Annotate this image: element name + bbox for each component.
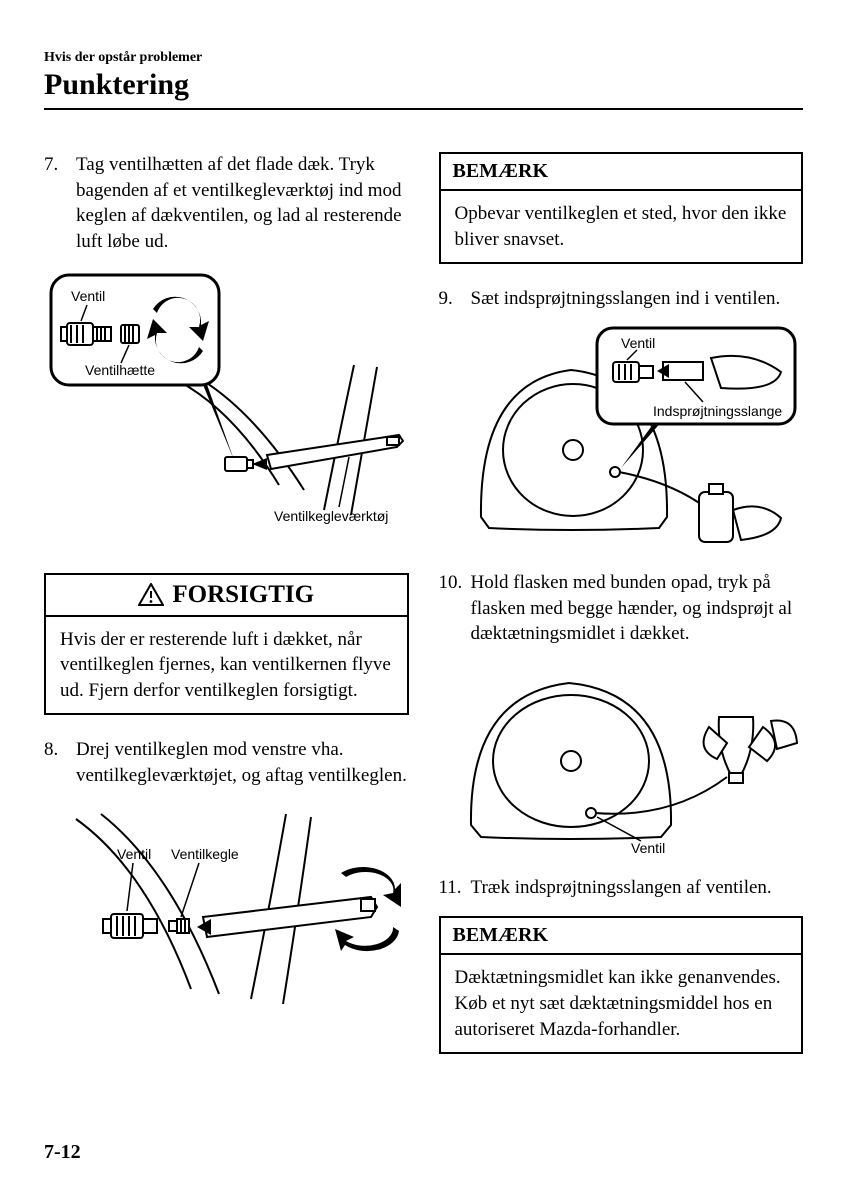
right-column: BEMÆRK Opbevar ventilkeglen et sted, hvo… [439,152,804,1076]
step-number: 9. [439,286,471,312]
header-rule [44,108,803,110]
step-number: 11. [439,875,471,901]
step-10: 10. Hold flasken med bunden opad, tryk p… [439,570,804,647]
step-text: Tag ventilhætten af det flade dæk. Tryk … [76,152,409,255]
note-title: BEMÆRK [441,918,802,955]
step-11: 11. Træk indsprøjtningsslangen af ventil… [439,875,804,901]
caution-body: Hvis der er resterende luft i dækket, nå… [46,617,407,714]
step-text: Drej ventilkeglen mod venstre vha. venti… [76,737,409,788]
label-hose: Indsprøjtningsslange [653,403,782,419]
section-title: Punktering [44,68,803,102]
label-ventilhaette: Ventilhætte [85,362,155,378]
label-tool: Ventilkegleværktøj [274,508,388,524]
step-number: 8. [44,737,76,788]
note-box-1: BEMÆRK Opbevar ventilkeglen et sted, hvo… [439,152,804,264]
step-text: Sæt indsprøjtningsslangen ind i ventilen… [471,286,804,312]
content-columns: 7. Tag ventilhætten af det flade dæk. Tr… [44,152,803,1076]
chapter-title: Hvis der opstår problemer [44,50,803,66]
warning-triangle-icon [138,583,164,606]
step-number: 7. [44,152,76,255]
figure-valve-cap: Ventil Ventilhætte Ventilkegleværktøj [44,265,409,555]
note-title: BEMÆRK [441,154,802,191]
step-9: 9. Sæt indsprøjtningsslangen ind i venti… [439,286,804,312]
left-column: 7. Tag ventilhætten af det flade dæk. Tr… [44,152,409,1076]
label-ventil: Ventil [71,288,105,304]
label-ventil: Ventil [631,840,665,856]
note-box-2: BEMÆRK Dæktætningsmidlet kan ikke genanv… [439,916,804,1054]
step-number: 10. [439,570,471,647]
page-header: Hvis der opstår problemer Punktering [44,50,803,102]
note-body: Dæktætningsmidlet kan ikke genanvendes. … [441,955,802,1052]
note-body: Opbevar ventilkeglen et sted, hvor den i… [441,191,802,262]
label-ventil: Ventil [621,335,655,351]
step-text: Hold flasken med bunden opad, tryk på fl… [471,570,804,647]
step-8: 8. Drej ventilkeglen mod venstre vha. ve… [44,737,409,788]
caution-title-row: FORSIGTIG [46,575,407,617]
label-ventil: Ventil [117,846,151,862]
figure-squeeze-sealant: Ventil [439,657,804,857]
figure-valve-core: Ventil Ventilkegle [44,799,409,1019]
page-number: 7-12 [44,1141,81,1164]
caution-box: FORSIGTIG Hvis der er resterende luft i … [44,573,409,716]
label-ventilkegle: Ventilkegle [171,846,239,862]
step-text: Træk indsprøjtningsslangen af ventilen. [471,875,804,901]
step-7: 7. Tag ventilhætten af det flade dæk. Tr… [44,152,409,255]
figure-injection-hose: Ventil Indsprøjtningsslange [439,322,804,552]
caution-title: FORSIGTIG [172,581,314,609]
